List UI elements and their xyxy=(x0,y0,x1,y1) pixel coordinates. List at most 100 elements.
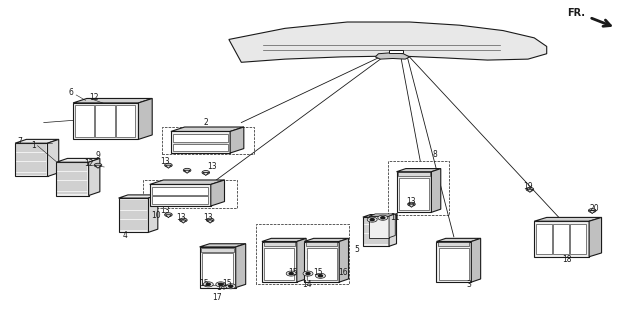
Polygon shape xyxy=(15,140,59,143)
Text: 15: 15 xyxy=(288,268,298,277)
Polygon shape xyxy=(363,217,389,246)
Circle shape xyxy=(289,273,293,275)
Circle shape xyxy=(367,217,377,222)
Text: 20: 20 xyxy=(590,204,600,213)
Circle shape xyxy=(216,282,226,287)
Text: 15: 15 xyxy=(313,268,323,277)
Polygon shape xyxy=(56,158,100,162)
Circle shape xyxy=(226,284,236,289)
Polygon shape xyxy=(75,105,95,137)
Polygon shape xyxy=(202,248,234,252)
Polygon shape xyxy=(389,50,403,53)
Circle shape xyxy=(207,218,214,222)
Polygon shape xyxy=(150,184,211,206)
Circle shape xyxy=(202,171,210,174)
Polygon shape xyxy=(262,242,297,282)
Polygon shape xyxy=(396,172,431,212)
Text: 12: 12 xyxy=(84,159,93,168)
Polygon shape xyxy=(148,195,158,232)
Polygon shape xyxy=(152,196,208,204)
Polygon shape xyxy=(89,158,100,196)
Polygon shape xyxy=(369,214,395,216)
Polygon shape xyxy=(184,170,190,173)
Circle shape xyxy=(526,188,534,191)
Polygon shape xyxy=(307,248,337,280)
Polygon shape xyxy=(398,172,429,177)
Circle shape xyxy=(165,163,172,167)
Polygon shape xyxy=(118,195,158,198)
Polygon shape xyxy=(150,180,225,184)
Text: 5: 5 xyxy=(354,245,359,254)
Polygon shape xyxy=(534,217,602,221)
Polygon shape xyxy=(399,178,429,210)
Polygon shape xyxy=(297,238,306,282)
Polygon shape xyxy=(389,215,396,246)
Text: 12: 12 xyxy=(89,93,98,102)
Text: 13: 13 xyxy=(203,213,213,222)
Polygon shape xyxy=(396,169,441,172)
Text: 13: 13 xyxy=(207,163,217,172)
Circle shape xyxy=(303,271,313,276)
Text: 6: 6 xyxy=(69,88,74,97)
Polygon shape xyxy=(527,189,533,192)
Polygon shape xyxy=(264,242,295,246)
Circle shape xyxy=(94,163,102,167)
Text: 1: 1 xyxy=(31,141,36,150)
Polygon shape xyxy=(180,220,187,223)
Polygon shape xyxy=(229,22,546,62)
Polygon shape xyxy=(230,127,244,153)
Polygon shape xyxy=(200,247,236,288)
Polygon shape xyxy=(56,162,89,196)
Circle shape xyxy=(228,285,233,287)
Text: 13: 13 xyxy=(160,206,170,215)
Text: 14: 14 xyxy=(216,283,225,292)
Text: 11: 11 xyxy=(391,213,400,222)
Circle shape xyxy=(378,215,387,220)
Polygon shape xyxy=(262,238,306,242)
Polygon shape xyxy=(436,238,481,242)
Polygon shape xyxy=(152,187,208,195)
Polygon shape xyxy=(589,211,595,214)
Circle shape xyxy=(183,168,191,172)
Polygon shape xyxy=(589,217,602,257)
Circle shape xyxy=(165,213,172,217)
Circle shape xyxy=(180,218,187,222)
Polygon shape xyxy=(534,221,589,257)
Polygon shape xyxy=(536,224,552,254)
Polygon shape xyxy=(264,248,294,280)
Text: 19: 19 xyxy=(523,182,533,191)
Text: 14: 14 xyxy=(302,280,312,289)
Text: 18: 18 xyxy=(563,255,572,264)
Polygon shape xyxy=(138,99,152,140)
Polygon shape xyxy=(73,99,152,103)
Polygon shape xyxy=(165,215,172,218)
Polygon shape xyxy=(438,242,470,246)
Polygon shape xyxy=(203,172,209,176)
Polygon shape xyxy=(553,224,569,254)
Circle shape xyxy=(319,275,322,277)
Polygon shape xyxy=(165,165,172,168)
Circle shape xyxy=(381,217,385,219)
Text: 9: 9 xyxy=(96,151,100,160)
Text: 13: 13 xyxy=(160,157,170,166)
Polygon shape xyxy=(439,248,469,280)
Polygon shape xyxy=(116,105,135,137)
Polygon shape xyxy=(95,165,101,168)
Polygon shape xyxy=(207,220,213,223)
Circle shape xyxy=(218,283,223,285)
Text: 15: 15 xyxy=(199,279,208,288)
Polygon shape xyxy=(202,253,233,285)
Polygon shape xyxy=(431,169,441,212)
Text: 10: 10 xyxy=(151,211,161,220)
Polygon shape xyxy=(304,242,339,282)
Polygon shape xyxy=(304,238,349,242)
Polygon shape xyxy=(570,224,586,254)
Text: 7: 7 xyxy=(18,137,23,146)
Polygon shape xyxy=(339,238,349,282)
Polygon shape xyxy=(236,244,245,288)
Polygon shape xyxy=(173,134,228,142)
Circle shape xyxy=(316,273,326,278)
Polygon shape xyxy=(15,143,48,177)
Polygon shape xyxy=(436,242,471,282)
Text: 15: 15 xyxy=(222,279,232,288)
